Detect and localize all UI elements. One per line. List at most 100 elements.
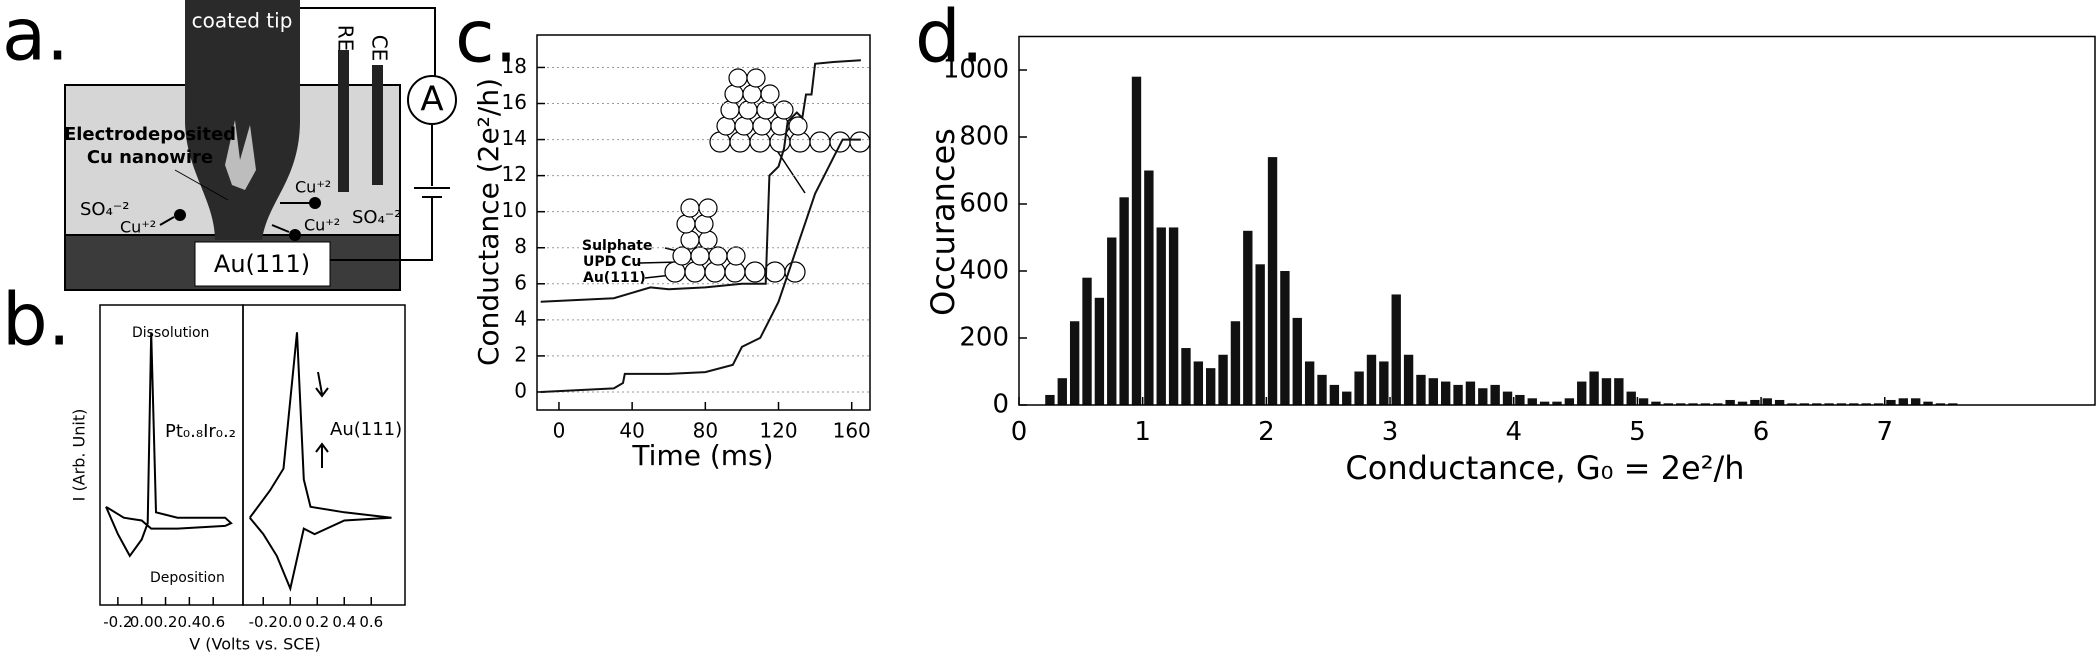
bar bbox=[1589, 371, 1599, 405]
bar bbox=[1317, 374, 1327, 405]
annotation: Pt₀.₈Ir₀.₂ bbox=[165, 421, 236, 442]
y-tick-label: 10 bbox=[502, 198, 527, 222]
x-tick-label: 1 bbox=[1134, 417, 1151, 447]
bar bbox=[1045, 394, 1055, 405]
ion-label: Cu⁺² bbox=[295, 178, 331, 197]
y-axis-label: Occurances bbox=[924, 128, 962, 316]
y-tick-label: 4 bbox=[514, 306, 527, 330]
annotation: UPD Cu bbox=[583, 254, 641, 270]
bar bbox=[1688, 403, 1698, 405]
bar bbox=[1243, 230, 1253, 405]
x-tick-label: -0.2 bbox=[249, 613, 278, 631]
atom bbox=[788, 116, 808, 136]
leader bbox=[174, 169, 229, 201]
atom bbox=[680, 230, 700, 250]
x-tick-label: 80 bbox=[693, 419, 718, 443]
bar bbox=[1354, 371, 1364, 405]
bar bbox=[1886, 399, 1896, 405]
ion-label: Cu⁺² bbox=[304, 216, 340, 235]
bar bbox=[1774, 399, 1785, 405]
bar bbox=[1935, 403, 1946, 405]
ion-label: SO₄⁻² bbox=[352, 207, 402, 228]
bar bbox=[1193, 361, 1204, 405]
y-tick-label: 0 bbox=[514, 378, 527, 402]
bar bbox=[1490, 384, 1500, 405]
bar bbox=[1515, 394, 1525, 405]
y-tick-label: 6 bbox=[514, 270, 527, 294]
bar bbox=[1156, 227, 1166, 405]
bar bbox=[1799, 403, 1810, 405]
bar bbox=[1552, 401, 1562, 405]
x-tick-label: 6 bbox=[1753, 417, 1770, 447]
data-line bbox=[540, 59, 861, 303]
bar bbox=[1304, 361, 1315, 405]
x-tick-label: 0.2 bbox=[154, 613, 178, 631]
bar bbox=[1675, 403, 1686, 405]
reference-electrode bbox=[338, 50, 349, 192]
meter-label: A bbox=[420, 80, 443, 120]
atom bbox=[744, 261, 766, 283]
bar bbox=[1342, 391, 1352, 405]
bar bbox=[1750, 399, 1760, 405]
y-axis-label: I (Arb. Unit) bbox=[70, 409, 89, 502]
decorations bbox=[315, 68, 871, 468]
data-line bbox=[105, 332, 233, 558]
x-tick-label: 4 bbox=[1505, 417, 1522, 447]
atom bbox=[726, 246, 746, 266]
atom bbox=[752, 116, 772, 136]
bar bbox=[1539, 401, 1550, 405]
bar bbox=[1453, 384, 1463, 405]
x-tick-label: 160 bbox=[833, 419, 871, 443]
bar bbox=[1663, 403, 1673, 405]
bar bbox=[1948, 403, 1958, 405]
bar bbox=[1836, 403, 1847, 405]
y-tick-label: 18 bbox=[502, 54, 527, 78]
atom bbox=[690, 246, 710, 266]
atom bbox=[676, 214, 696, 234]
bar bbox=[1292, 317, 1302, 405]
y-tick-label: 14 bbox=[502, 126, 527, 150]
bar bbox=[1391, 294, 1401, 405]
x-axis-label: Conductance, G₀ = 2e²/h bbox=[1345, 449, 1744, 487]
x-tick-label: 40 bbox=[619, 419, 644, 443]
atom bbox=[774, 100, 794, 120]
bar bbox=[1057, 378, 1067, 405]
bar bbox=[1614, 378, 1624, 405]
bar bbox=[1218, 354, 1228, 405]
x-tick-label: 0.4 bbox=[332, 613, 356, 631]
circuit bbox=[292, 7, 436, 261]
annotation: Dissolution bbox=[132, 325, 209, 341]
ion-label: Cu⁺² bbox=[120, 218, 156, 237]
atom bbox=[760, 84, 780, 104]
bar bbox=[1131, 76, 1142, 405]
bar bbox=[1527, 398, 1537, 405]
tip bbox=[185, 0, 300, 240]
atom bbox=[734, 116, 754, 136]
y-tick-label: 800 bbox=[959, 122, 1009, 152]
wire-label: Cu nanowire bbox=[87, 147, 213, 168]
bar bbox=[1737, 401, 1748, 405]
y-tick-label: 8 bbox=[514, 234, 527, 258]
ion bbox=[289, 229, 301, 241]
bar bbox=[1577, 381, 1587, 405]
x-tick-label: 0 bbox=[1011, 417, 1028, 447]
ion bbox=[174, 209, 186, 221]
atom bbox=[764, 261, 786, 283]
bar bbox=[1465, 381, 1476, 405]
x-axis-label: V (Volts vs. SCE) bbox=[189, 635, 321, 654]
plot-frame bbox=[1018, 35, 2096, 406]
atom bbox=[716, 116, 736, 136]
panel-a: coated tip RE CE A Electrodeposited Cu n… bbox=[64, 0, 457, 291]
x-tick-label: 0.6 bbox=[359, 613, 383, 631]
data-line bbox=[540, 138, 861, 393]
plot-frame bbox=[99, 304, 244, 606]
bar bbox=[1564, 398, 1575, 405]
y-tick-label: 600 bbox=[959, 189, 1009, 219]
bar bbox=[1069, 321, 1080, 405]
x-axis-label: Time (ms) bbox=[631, 439, 773, 472]
substrate-label: Au(111) bbox=[214, 250, 310, 278]
bar bbox=[1094, 297, 1105, 405]
bar bbox=[1910, 398, 1921, 405]
wire-label: Electrodeposited bbox=[64, 124, 236, 145]
